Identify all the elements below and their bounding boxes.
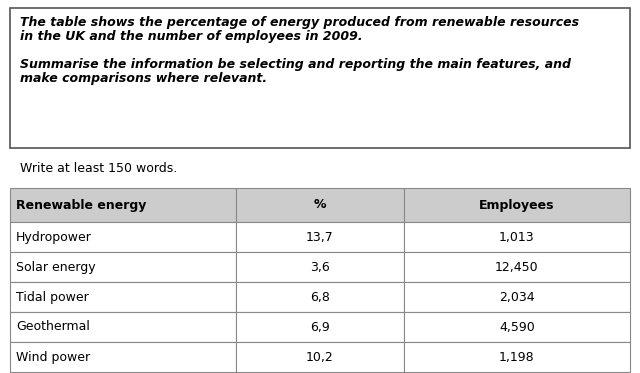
Bar — [10, 312, 236, 342]
Text: make comparisons where relevant.: make comparisons where relevant. — [20, 72, 267, 85]
Text: 12,450: 12,450 — [495, 260, 539, 273]
Bar — [10, 222, 236, 252]
Bar — [404, 252, 630, 282]
Text: 13,7: 13,7 — [306, 231, 334, 244]
Bar — [10, 282, 236, 312]
Text: Wind power: Wind power — [16, 351, 90, 364]
Text: 4,590: 4,590 — [499, 320, 535, 333]
Bar — [404, 188, 630, 222]
Text: 2,034: 2,034 — [499, 291, 534, 304]
Bar — [10, 8, 630, 148]
Text: Renewable energy: Renewable energy — [16, 198, 147, 211]
Bar — [404, 312, 630, 342]
Bar — [404, 222, 630, 252]
Text: Summarise the information be selecting and reporting the main features, and: Summarise the information be selecting a… — [20, 58, 571, 71]
Text: 6,9: 6,9 — [310, 320, 330, 333]
Text: Write at least 150 words.: Write at least 150 words. — [20, 162, 177, 175]
Bar — [236, 188, 404, 222]
Text: 3,6: 3,6 — [310, 260, 330, 273]
Text: 6,8: 6,8 — [310, 291, 330, 304]
Bar — [10, 252, 236, 282]
Bar — [10, 342, 236, 372]
Text: The table shows the percentage of energy produced from renewable resources: The table shows the percentage of energy… — [20, 16, 579, 29]
Bar — [236, 312, 404, 342]
Text: in the UK and the number of employees in 2009.: in the UK and the number of employees in… — [20, 30, 363, 43]
Text: Tidal power: Tidal power — [16, 291, 89, 304]
Text: 1,013: 1,013 — [499, 231, 534, 244]
Bar — [236, 222, 404, 252]
Bar — [236, 342, 404, 372]
Bar — [10, 188, 236, 222]
Bar — [404, 282, 630, 312]
Text: 10,2: 10,2 — [306, 351, 334, 364]
Bar — [404, 342, 630, 372]
Text: Solar energy: Solar energy — [16, 260, 95, 273]
Text: Employees: Employees — [479, 198, 555, 211]
Text: Hydropower: Hydropower — [16, 231, 92, 244]
Text: %: % — [314, 198, 326, 211]
Text: Geothermal: Geothermal — [16, 320, 90, 333]
Bar — [236, 252, 404, 282]
Bar — [236, 282, 404, 312]
Text: 1,198: 1,198 — [499, 351, 534, 364]
